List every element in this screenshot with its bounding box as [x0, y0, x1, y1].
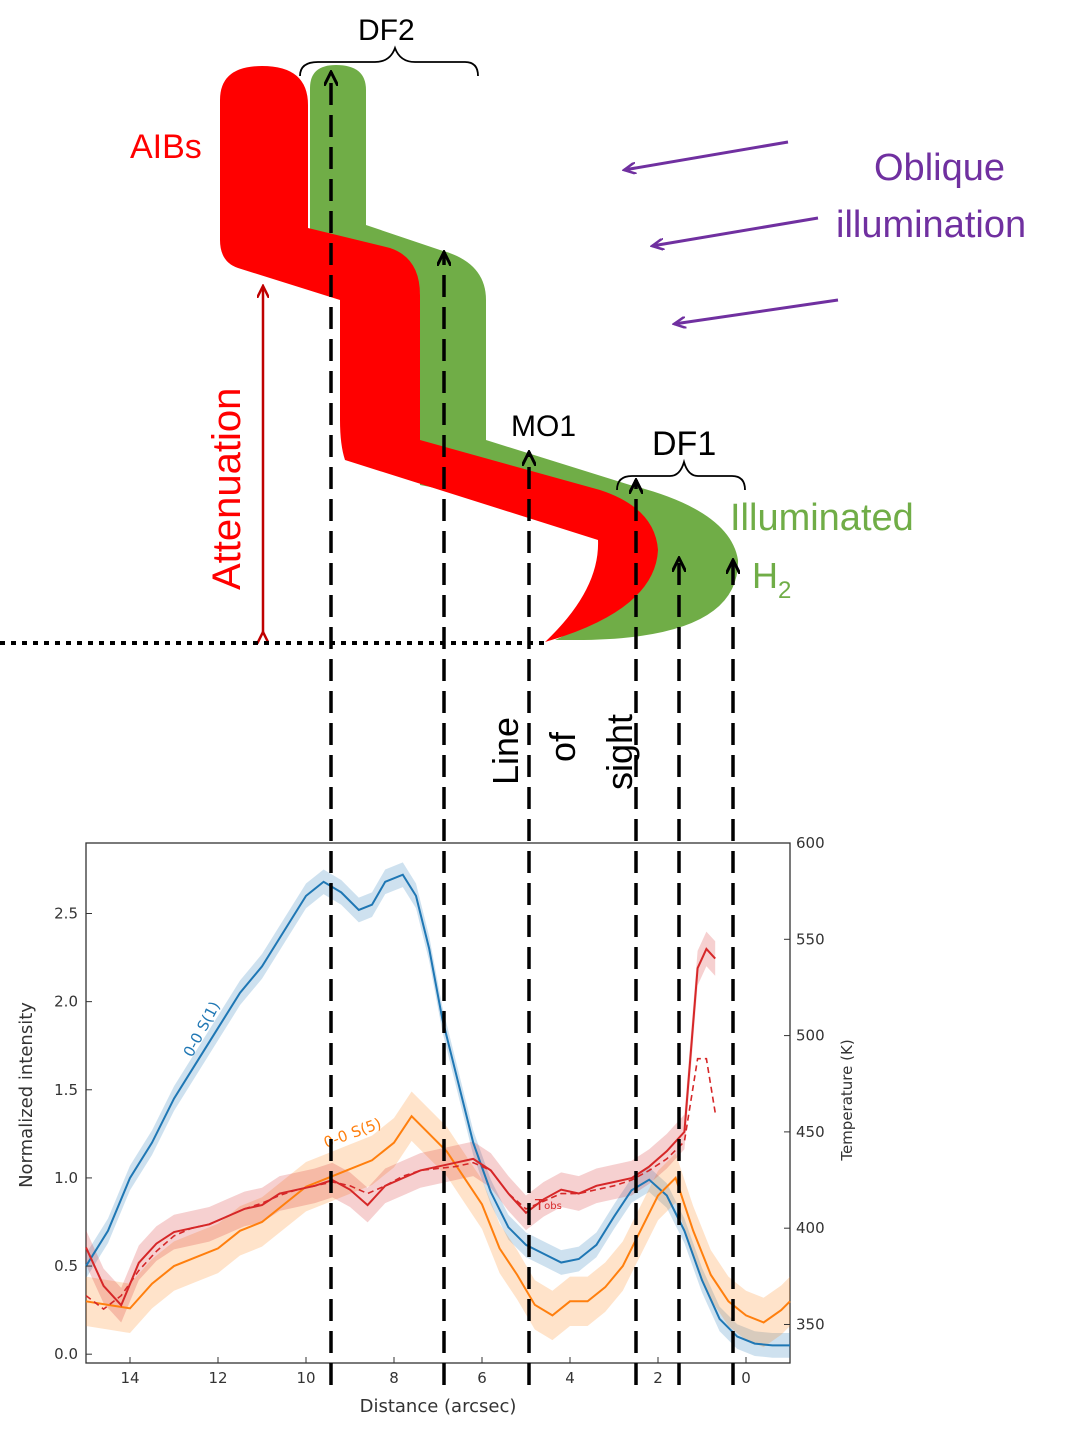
y-tick-label: 1.0	[54, 1169, 78, 1187]
uncertainty-bands	[86, 862, 790, 1358]
aibs-layer	[220, 66, 658, 642]
series-line-0	[85, 873, 790, 1347]
tobs-subscript: obs	[544, 1201, 562, 1212]
chart-ticks: 14 12 10 8 6 4 2 0 0.0 0.5 1.0 1.5 2.0 2.5 350 400 450 50…	[54, 834, 825, 1387]
plot-frame	[85, 842, 791, 1364]
df1-bracket	[616, 458, 746, 491]
y-tick-label: 0.0	[54, 1345, 78, 1363]
attenuation-label: Attenuation	[205, 388, 249, 590]
band-2	[86, 931, 716, 1323]
illuminated-label: Illuminated	[730, 497, 914, 539]
series-line-2	[85, 947, 716, 1308]
h2-text: H	[752, 555, 778, 596]
x-tick-label: 14	[120, 1369, 139, 1387]
guide-lines	[331, 72, 733, 1385]
x-tick-label: 10	[296, 1369, 315, 1387]
x-tick-label: 0	[741, 1369, 751, 1387]
mo1-label: MO1	[511, 410, 576, 443]
band-0	[86, 862, 790, 1358]
h2-label: H2	[752, 555, 791, 604]
tobs-annotation: Tobs	[534, 1196, 562, 1214]
df2-label: DF2	[358, 14, 415, 47]
y2-tick-label: 550	[796, 930, 825, 948]
y2-tick-label: 400	[796, 1219, 825, 1237]
x-tick-label: 2	[653, 1369, 663, 1387]
x-tick-label: 6	[477, 1369, 487, 1387]
tobs-text: T	[534, 1196, 545, 1214]
x-tick-label: 8	[389, 1369, 399, 1387]
layer-diagram: DF2 AIBs Oblique illumination Attenuatio…	[0, 14, 1026, 790]
los-line-label: Line	[485, 717, 526, 785]
band-1	[86, 1091, 790, 1348]
x-axis-label: Distance (arcsec)	[360, 1396, 517, 1417]
h2-layer	[310, 65, 739, 640]
oblique-label: Oblique	[874, 147, 1005, 189]
los-sight-label: sight	[599, 714, 640, 790]
aibs-label: AIBs	[130, 128, 202, 166]
y-tick-label: 2.0	[54, 993, 78, 1011]
h2-subscript: 2	[778, 577, 791, 604]
illumination-arrow-1	[624, 140, 789, 170]
y-tick-label: 0.5	[54, 1257, 78, 1275]
y2-axis-label: Temperature (K)	[838, 1039, 856, 1161]
df2-bracket	[299, 45, 479, 77]
y2-tick-label: 450	[796, 1123, 825, 1141]
illumination-arrow-3	[674, 298, 839, 324]
los-of-label: of	[542, 731, 583, 762]
illumination-arrow-2	[652, 216, 819, 246]
illumination-label: illumination	[836, 204, 1026, 246]
chart-lines	[85, 873, 791, 1347]
y2-tick-label: 350	[796, 1315, 825, 1333]
y2-tick-label: 600	[796, 834, 825, 852]
y-axis-label: Normalized intensity	[16, 1002, 37, 1188]
y-tick-label: 2.5	[54, 905, 78, 923]
df1-label: DF1	[652, 425, 716, 463]
x-tick-label: 4	[565, 1369, 575, 1387]
x-tick-label: 12	[208, 1369, 227, 1387]
y2-tick-label: 500	[796, 1027, 825, 1045]
chart: 14 12 10 8 6 4 2 0 0.0 0.5 1.0 1.5 2.0 2.5 350 400 450 50…	[16, 834, 856, 1417]
y-tick-label: 1.5	[54, 1081, 78, 1099]
series-line-1	[85, 1114, 791, 1324]
